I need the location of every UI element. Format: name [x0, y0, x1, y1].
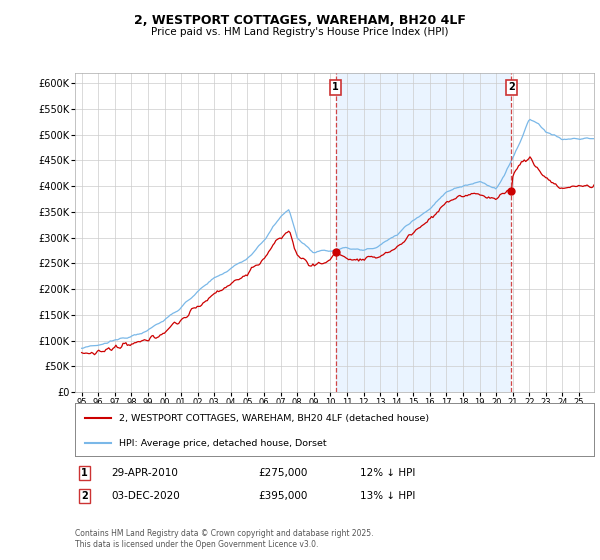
Text: 12% ↓ HPI: 12% ↓ HPI — [360, 468, 415, 478]
Text: £275,000: £275,000 — [258, 468, 307, 478]
Text: 2, WESTPORT COTTAGES, WAREHAM, BH20 4LF: 2, WESTPORT COTTAGES, WAREHAM, BH20 4LF — [134, 14, 466, 27]
Text: Contains HM Land Registry data © Crown copyright and database right 2025.
This d: Contains HM Land Registry data © Crown c… — [75, 529, 373, 549]
Text: 13% ↓ HPI: 13% ↓ HPI — [360, 491, 415, 501]
Text: £395,000: £395,000 — [258, 491, 307, 501]
Text: 29-APR-2010: 29-APR-2010 — [111, 468, 178, 478]
Text: HPI: Average price, detached house, Dorset: HPI: Average price, detached house, Dors… — [119, 438, 327, 447]
Text: 2: 2 — [508, 82, 515, 92]
Text: Price paid vs. HM Land Registry's House Price Index (HPI): Price paid vs. HM Land Registry's House … — [151, 27, 449, 37]
Bar — [335, 73, 511, 392]
Text: 1: 1 — [81, 468, 88, 478]
Text: 1: 1 — [332, 82, 339, 92]
Text: 03-DEC-2020: 03-DEC-2020 — [111, 491, 180, 501]
Text: 2: 2 — [81, 491, 88, 501]
Text: 2, WESTPORT COTTAGES, WAREHAM, BH20 4LF (detached house): 2, WESTPORT COTTAGES, WAREHAM, BH20 4LF … — [119, 414, 429, 423]
